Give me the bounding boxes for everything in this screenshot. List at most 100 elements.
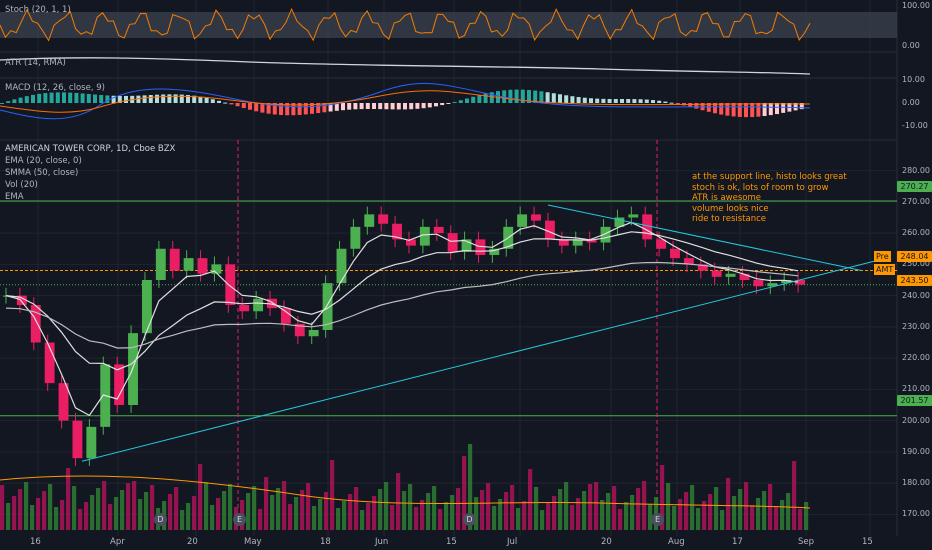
volume-bar bbox=[546, 503, 551, 530]
volume-bar bbox=[312, 506, 317, 530]
x-tick: Sep bbox=[798, 537, 815, 547]
macd-histogram-bar bbox=[334, 103, 339, 111]
volume-bar bbox=[108, 504, 113, 530]
candle bbox=[392, 223, 402, 240]
macd-histogram-bar bbox=[341, 103, 345, 111]
smma50-line bbox=[5, 231, 799, 371]
candle bbox=[725, 273, 736, 277]
price-tick: 220.00 bbox=[902, 353, 930, 363]
dividend-marker[interactable]: D bbox=[154, 513, 167, 526]
volume-bar bbox=[96, 488, 101, 530]
volume-bar bbox=[726, 478, 731, 530]
volume-bar bbox=[150, 485, 155, 530]
price-tick: 230.00 bbox=[902, 321, 930, 331]
macd-histogram-bar bbox=[55, 92, 60, 103]
macd-histogram-bar bbox=[713, 103, 717, 114]
macd-histogram-bar bbox=[12, 99, 17, 103]
volume-bar bbox=[60, 500, 65, 530]
candle bbox=[211, 264, 222, 274]
volume-bar bbox=[228, 484, 233, 530]
stoch-tick-100: 100.00 bbox=[902, 1, 930, 10]
macd-histogram-bar bbox=[793, 103, 798, 111]
macd-histogram-bar bbox=[744, 103, 748, 118]
macd-histogram-bar bbox=[576, 97, 581, 103]
macd-histogram-bar bbox=[607, 98, 612, 103]
volume-bar bbox=[762, 491, 767, 530]
candle bbox=[280, 308, 291, 324]
volume-bar bbox=[768, 484, 773, 530]
stoch-tick-0: 0.00 bbox=[902, 41, 920, 50]
candle bbox=[44, 342, 55, 384]
volume-bar bbox=[114, 497, 119, 530]
volume-bar bbox=[186, 503, 191, 530]
volume-bar bbox=[144, 492, 149, 530]
macd-histogram-bar bbox=[204, 97, 209, 103]
macd-histogram-bar bbox=[384, 103, 389, 110]
resistance-trendline bbox=[547, 204, 863, 272]
smma50-label: SMMA (50, close) bbox=[5, 168, 79, 178]
x-tick: 15 bbox=[446, 537, 457, 547]
macd-histogram-bar bbox=[434, 103, 438, 107]
volume-bar bbox=[132, 481, 137, 530]
volume-bar bbox=[780, 500, 785, 530]
macd-histogram-bar bbox=[272, 103, 277, 115]
macd-histogram-bar bbox=[644, 99, 649, 103]
volume-bar bbox=[36, 498, 41, 530]
macd-histogram-bar bbox=[551, 93, 556, 103]
stoch-line bbox=[0, 7, 811, 42]
volume-bar bbox=[198, 464, 203, 530]
price-tick: 170.00 bbox=[902, 509, 930, 519]
candle bbox=[628, 214, 639, 218]
volume-bar bbox=[354, 487, 359, 530]
macd-histogram-bar bbox=[68, 92, 73, 103]
volume-bar bbox=[252, 486, 257, 530]
macd-histogram-bar bbox=[694, 103, 699, 109]
candle bbox=[183, 258, 194, 271]
candle bbox=[753, 280, 764, 287]
macd-histogram-bar bbox=[558, 94, 562, 103]
dividend-marker[interactable]: D bbox=[463, 513, 476, 526]
ema-label: EMA bbox=[5, 192, 24, 202]
candle bbox=[364, 214, 375, 227]
volume-bar bbox=[246, 493, 251, 530]
macd-histogram-bar bbox=[179, 94, 184, 103]
volume-bar bbox=[618, 509, 623, 530]
volume-bar bbox=[510, 485, 515, 530]
macd-histogram-bar bbox=[74, 92, 79, 103]
volume-bar bbox=[552, 496, 557, 530]
macd-histogram-bar bbox=[440, 103, 445, 106]
volume-bar bbox=[288, 504, 293, 530]
volume-bar bbox=[450, 495, 455, 530]
candle bbox=[489, 248, 500, 255]
volume-bar bbox=[282, 481, 287, 530]
candle bbox=[642, 214, 653, 240]
volume-bar bbox=[540, 510, 545, 530]
volume-bar bbox=[720, 510, 725, 530]
x-tick: 15 bbox=[862, 537, 873, 547]
earnings-marker[interactable]: E bbox=[233, 513, 246, 526]
macd-histogram-bar bbox=[719, 103, 724, 115]
candle bbox=[350, 226, 361, 249]
macd-histogram-bar bbox=[452, 101, 457, 103]
macd-histogram-bar bbox=[18, 97, 23, 103]
x-tick: Apr bbox=[110, 537, 125, 547]
volume-bar bbox=[750, 505, 755, 530]
macd-histogram-bar bbox=[254, 103, 259, 112]
x-tick: Jul bbox=[507, 537, 518, 547]
macd-histogram-bar bbox=[737, 103, 742, 117]
pre-market-price-tag: 248.04 bbox=[897, 251, 932, 262]
volume-bar bbox=[336, 508, 341, 530]
price-tick: 280.00 bbox=[902, 165, 930, 175]
volume-bar bbox=[414, 507, 419, 530]
volume-bar bbox=[444, 502, 449, 530]
candle bbox=[600, 226, 611, 243]
candle bbox=[795, 280, 805, 285]
volume-bar bbox=[138, 499, 143, 530]
macd-histogram-bar bbox=[533, 90, 538, 103]
macd-histogram-bar bbox=[421, 103, 426, 109]
volume-bar bbox=[594, 482, 599, 530]
macd-histogram-bar bbox=[688, 103, 693, 107]
macd-histogram-bar bbox=[657, 100, 662, 103]
earnings-marker[interactable]: E bbox=[651, 513, 664, 526]
